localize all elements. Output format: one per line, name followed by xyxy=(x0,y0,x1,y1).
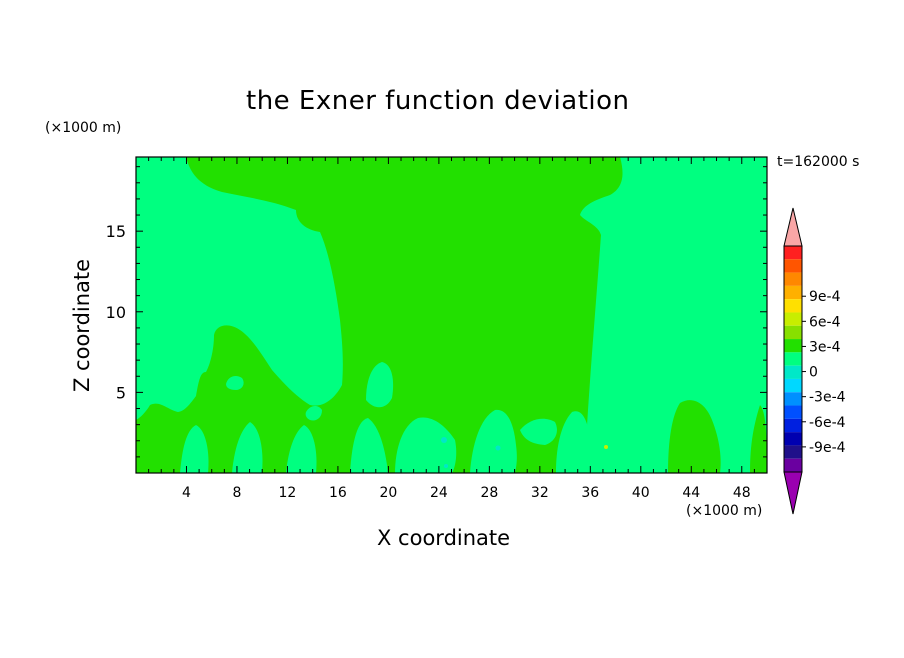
colorbar-tick-label: 9e-4 xyxy=(809,289,841,305)
x-tick-label: 36 xyxy=(581,485,599,501)
y-tick-label: 10 xyxy=(106,303,126,322)
colorbar-level xyxy=(784,445,802,459)
colorbar-level xyxy=(784,365,802,379)
contour-island xyxy=(470,409,517,473)
x-tick-label: 4 xyxy=(182,485,191,501)
x-tick-label: 44 xyxy=(682,485,700,501)
colorbar-top-arrow xyxy=(783,207,803,247)
colorbar-level xyxy=(784,352,802,366)
x-tick-label: 20 xyxy=(379,485,397,501)
contour-spot xyxy=(604,445,608,449)
contour-island xyxy=(556,411,591,473)
contour-island xyxy=(226,376,244,390)
colorbar-level xyxy=(784,312,802,326)
colorbar-level xyxy=(784,272,802,286)
contour-island xyxy=(350,418,388,473)
colorbar-level xyxy=(784,458,802,472)
contour-region-central xyxy=(136,157,623,473)
x-tick-label: 28 xyxy=(480,485,498,501)
x-tick-label: 32 xyxy=(531,485,549,501)
colorbar-level xyxy=(784,259,802,273)
colorbar-level xyxy=(784,392,802,406)
contour-island xyxy=(286,425,317,473)
colorbar-level xyxy=(784,432,802,446)
x-tick-label: 16 xyxy=(329,485,347,501)
contour-island xyxy=(395,417,457,473)
contour-spot xyxy=(444,464,448,468)
contour-island xyxy=(520,418,557,445)
colorbar-tick-label: -6e-4 xyxy=(809,415,846,431)
x-tick-label: 40 xyxy=(632,485,650,501)
colorbar-level xyxy=(784,325,802,340)
contour-field xyxy=(136,157,767,473)
y-axis-label: Z coordinate xyxy=(70,258,94,392)
colorbar-tick-label: 0 xyxy=(809,365,818,381)
x-tick-label: 8 xyxy=(232,485,241,501)
x-axis-unit: (×1000 m) xyxy=(686,503,763,519)
time-label: t=162000 s xyxy=(777,154,860,170)
chart-title: the Exner function deviation xyxy=(246,86,630,116)
colorbar-bottom-arrow xyxy=(783,471,803,515)
contour-spot xyxy=(495,445,501,451)
colorbar-tick-label: -3e-4 xyxy=(809,390,846,406)
colorbar-level xyxy=(784,246,802,260)
contour-region-right xyxy=(668,400,721,473)
x-tick-label: 24 xyxy=(430,485,448,501)
contour-island xyxy=(366,362,394,408)
contour-island xyxy=(180,425,209,473)
colorbar: 9e-4 6e-4 3e-4 0 -3e-4 -6e-4 -9e-4 xyxy=(783,207,846,515)
x-tick-label: 12 xyxy=(279,485,297,501)
colorbar-tick-label: 3e-4 xyxy=(809,339,841,355)
contour-spot xyxy=(441,437,447,443)
colorbar-level xyxy=(784,285,802,300)
x-axis-label: X coordinate xyxy=(377,526,511,550)
colorbar-tick-label: 6e-4 xyxy=(809,314,841,330)
colorbar-level xyxy=(784,299,802,313)
contour-island xyxy=(305,406,322,421)
contour-region-right-edge xyxy=(750,405,767,473)
y-tick-label: 15 xyxy=(106,222,126,241)
x-tick-label: 48 xyxy=(733,485,751,501)
colorbar-tick-label: -9e-4 xyxy=(809,440,846,456)
y-axis-unit: (×1000 m) xyxy=(45,120,122,136)
colorbar-level xyxy=(784,339,802,353)
colorbar-level xyxy=(784,378,802,393)
colorbar-level xyxy=(784,405,802,419)
y-tick-label: 5 xyxy=(116,383,126,402)
contour-island xyxy=(232,422,263,473)
colorbar-level xyxy=(784,418,802,433)
